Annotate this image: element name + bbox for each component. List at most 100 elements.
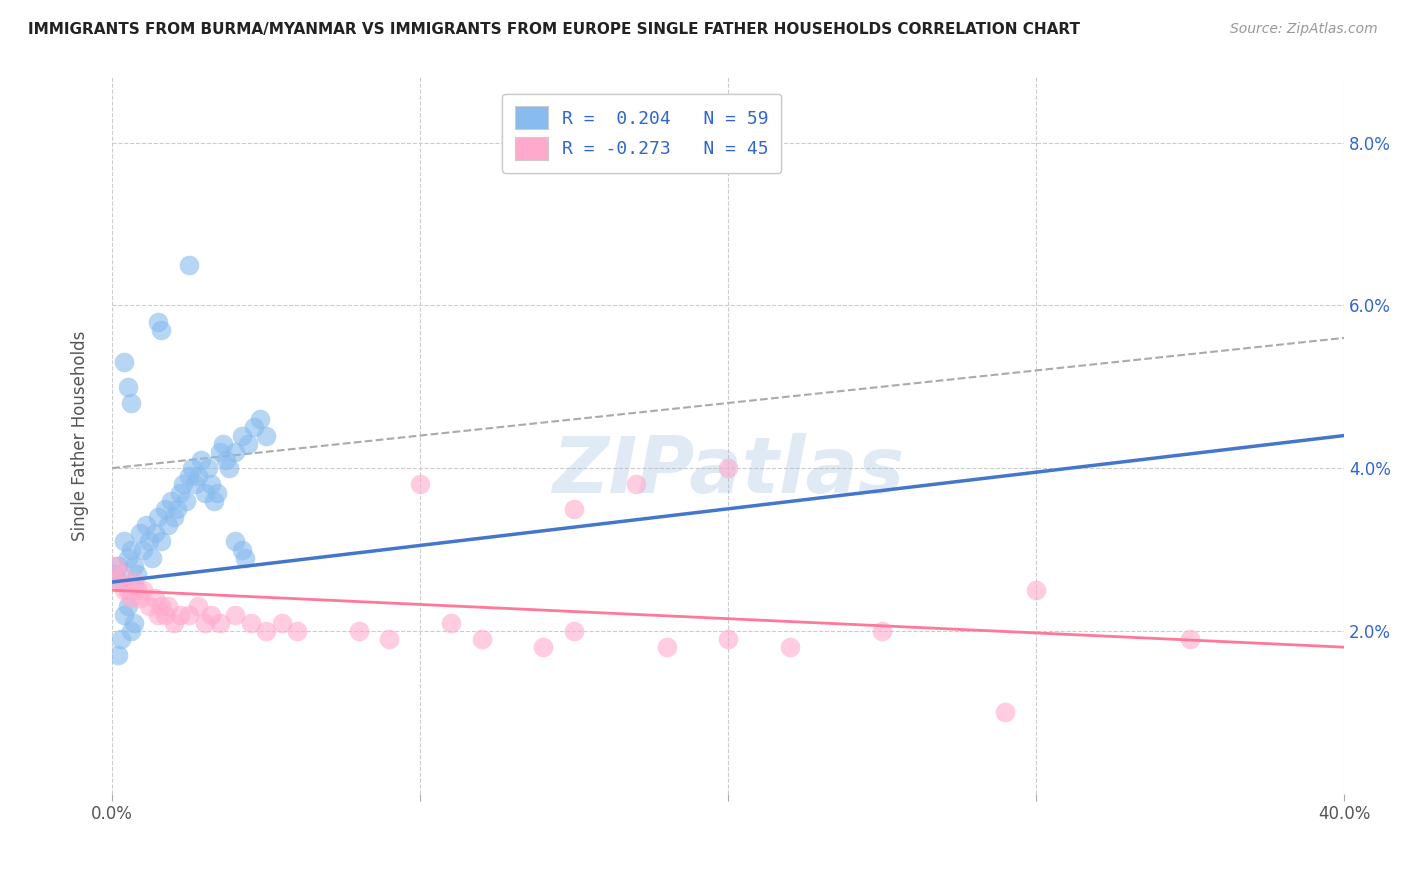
Point bbox=[120, 542, 142, 557]
Point bbox=[110, 632, 132, 646]
Point bbox=[117, 583, 139, 598]
Point bbox=[212, 436, 235, 450]
Point bbox=[104, 558, 127, 573]
Point bbox=[562, 501, 585, 516]
Legend: R =  0.204   N = 59, R = -0.273   N = 45: R = 0.204 N = 59, R = -0.273 N = 45 bbox=[502, 94, 782, 172]
Text: IMMIGRANTS FROM BURMA/MYANMAR VS IMMIGRANTS FROM EUROPE SINGLE FATHER HOUSEHOLDS: IMMIGRANTS FROM BURMA/MYANMAR VS IMMIGRA… bbox=[28, 22, 1080, 37]
Point bbox=[233, 550, 256, 565]
Point bbox=[135, 518, 157, 533]
Point bbox=[107, 558, 129, 573]
Point bbox=[132, 542, 155, 557]
Text: Source: ZipAtlas.com: Source: ZipAtlas.com bbox=[1230, 22, 1378, 37]
Point bbox=[150, 323, 173, 337]
Point bbox=[471, 632, 494, 646]
Point bbox=[190, 453, 212, 467]
Point bbox=[193, 615, 215, 630]
Point bbox=[187, 469, 209, 483]
Point bbox=[125, 583, 148, 598]
Point bbox=[409, 477, 432, 491]
Point bbox=[117, 550, 139, 565]
Point bbox=[148, 315, 170, 329]
Point bbox=[717, 461, 740, 475]
Point bbox=[249, 412, 271, 426]
Point bbox=[243, 420, 266, 434]
Point bbox=[187, 599, 209, 614]
Point bbox=[122, 615, 145, 630]
Point bbox=[236, 436, 259, 450]
Point bbox=[104, 566, 127, 581]
Point bbox=[120, 396, 142, 410]
Point bbox=[114, 607, 136, 622]
Point bbox=[156, 599, 179, 614]
Point bbox=[169, 485, 191, 500]
Point bbox=[107, 575, 129, 590]
Point bbox=[114, 534, 136, 549]
Point bbox=[117, 599, 139, 614]
Point bbox=[200, 607, 222, 622]
Point bbox=[117, 380, 139, 394]
Point bbox=[1025, 583, 1047, 598]
Point bbox=[107, 648, 129, 663]
Point bbox=[179, 258, 201, 272]
Point bbox=[120, 624, 142, 638]
Point bbox=[562, 624, 585, 638]
Point bbox=[169, 607, 191, 622]
Point bbox=[193, 485, 215, 500]
Point bbox=[125, 566, 148, 581]
Point bbox=[156, 518, 179, 533]
Point bbox=[717, 632, 740, 646]
Point bbox=[159, 493, 181, 508]
Point bbox=[143, 591, 166, 606]
Point bbox=[148, 510, 170, 524]
Point bbox=[655, 640, 678, 655]
Point bbox=[172, 477, 194, 491]
Point bbox=[285, 624, 308, 638]
Point bbox=[138, 534, 160, 549]
Point bbox=[254, 624, 277, 638]
Point bbox=[779, 640, 801, 655]
Point bbox=[994, 706, 1017, 720]
Point bbox=[163, 510, 186, 524]
Point bbox=[870, 624, 893, 638]
Point bbox=[114, 583, 136, 598]
Point bbox=[128, 526, 150, 541]
Point bbox=[122, 575, 145, 590]
Point bbox=[200, 477, 222, 491]
Point bbox=[163, 615, 186, 630]
Point bbox=[208, 615, 231, 630]
Point bbox=[138, 599, 160, 614]
Point bbox=[184, 477, 207, 491]
Point bbox=[347, 624, 370, 638]
Point bbox=[205, 485, 228, 500]
Point bbox=[120, 591, 142, 606]
Point bbox=[378, 632, 401, 646]
Y-axis label: Single Father Households: Single Father Households bbox=[72, 330, 89, 541]
Point bbox=[110, 575, 132, 590]
Point bbox=[110, 566, 132, 581]
Point bbox=[181, 461, 204, 475]
Point bbox=[239, 615, 262, 630]
Point bbox=[179, 469, 201, 483]
Point bbox=[143, 526, 166, 541]
Point bbox=[153, 607, 176, 622]
Point bbox=[224, 534, 246, 549]
Point bbox=[231, 428, 253, 442]
Text: ZIPatlas: ZIPatlas bbox=[553, 434, 904, 509]
Point bbox=[197, 461, 219, 475]
Point bbox=[114, 355, 136, 369]
Point bbox=[531, 640, 554, 655]
Point bbox=[254, 428, 277, 442]
Point bbox=[215, 453, 238, 467]
Point bbox=[150, 599, 173, 614]
Point bbox=[440, 615, 463, 630]
Point bbox=[224, 445, 246, 459]
Point bbox=[128, 591, 150, 606]
Point bbox=[174, 493, 197, 508]
Point bbox=[1178, 632, 1201, 646]
Point bbox=[141, 550, 163, 565]
Point bbox=[148, 607, 170, 622]
Point bbox=[202, 493, 225, 508]
Point bbox=[624, 477, 647, 491]
Point bbox=[208, 445, 231, 459]
Point bbox=[218, 461, 240, 475]
